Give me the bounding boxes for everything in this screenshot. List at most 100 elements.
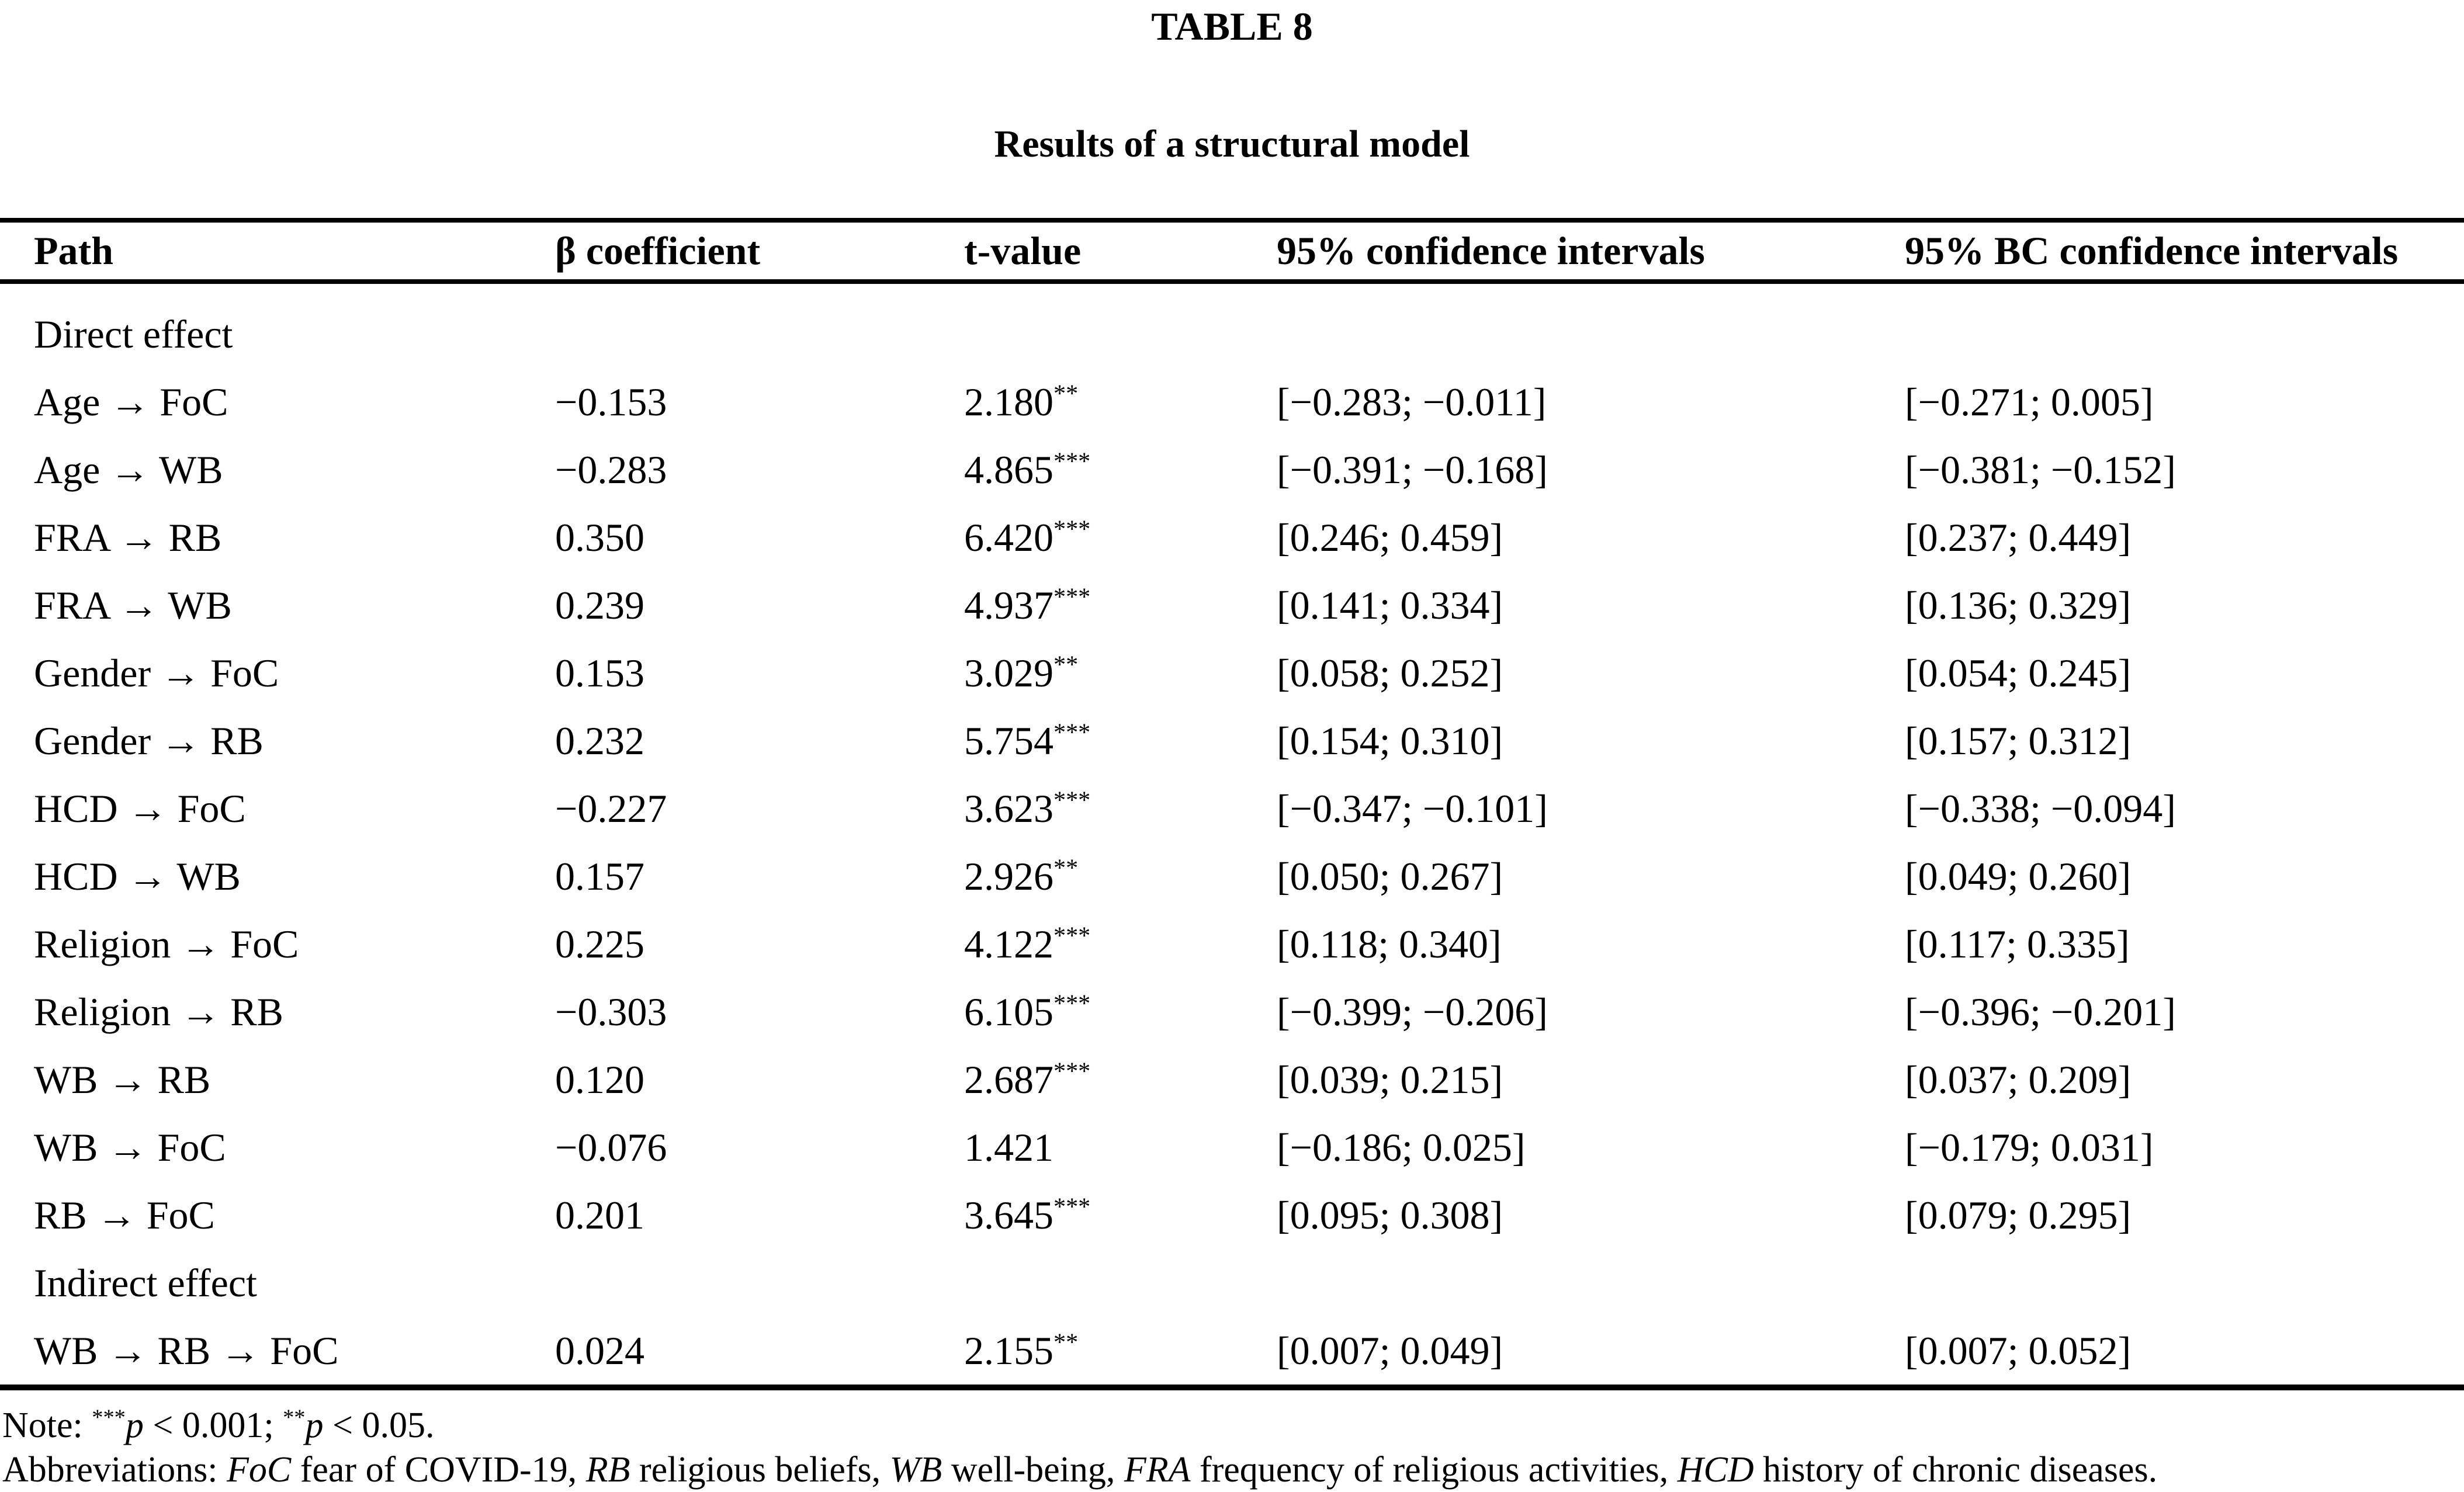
table-row: WB → RB → FoC 0.024 2.155** [0.007; 0.04… <box>0 1317 2464 1387</box>
significance-stars: *** <box>1053 515 1091 543</box>
cell-ci: [−0.283; −0.011] <box>1277 379 1547 424</box>
cell-ci: [0.095; 0.308] <box>1277 1192 1503 1237</box>
cell-tvalue <box>964 300 1277 368</box>
cell-ci: [0.141; 0.334] <box>1277 582 1503 627</box>
cell-ci: [0.154; 0.310] <box>1277 718 1503 763</box>
cell-tvalue: 2.926** <box>964 842 1277 910</box>
cell-ci: [0.007; 0.049] <box>1277 1328 1503 1373</box>
section-row-indirect-effect: Indirect effect <box>0 1249 2464 1317</box>
table-row: FRA → WB 0.239 4.937*** [0.141; 0.334] [… <box>0 571 2464 639</box>
t-value: 3.623 <box>964 786 1053 831</box>
cell-beta: 0.239 <box>555 582 644 627</box>
col-header-ci: 95% confidence intervals <box>1277 220 1905 284</box>
cell-ci: [−0.391; −0.168] <box>1277 447 1548 492</box>
t-value: 5.754 <box>964 718 1053 763</box>
note-threshold-2: < 0.05. <box>323 1406 435 1446</box>
t-value: 2.155 <box>964 1328 1053 1373</box>
col-header-path: Path <box>0 220 555 284</box>
table-row: HCD → FoC −0.227 3.623*** [−0.347; −0.10… <box>0 775 2464 842</box>
abbreviations-label: Abbreviations: <box>2 1450 227 1490</box>
cell-tvalue: 6.105*** <box>964 978 1277 1046</box>
note-p-italic: p <box>305 1406 324 1446</box>
cell-path: Direct effect <box>34 311 233 356</box>
cell-beta: 0.157 <box>555 853 644 898</box>
cell-bc-ci: [0.079; 0.295] <box>1905 1192 2132 1237</box>
col-header-tvalue: t-value <box>964 220 1277 284</box>
cell-ci: [−0.186; 0.025] <box>1277 1125 1526 1170</box>
cell-path: FRA → WB <box>34 582 232 627</box>
abbr-foc: FoC <box>227 1450 292 1490</box>
abbr-fra: FRA <box>1124 1450 1191 1490</box>
t-value: 6.105 <box>964 989 1053 1034</box>
table-row: WB → RB 0.120 2.687*** [0.039; 0.215] [0… <box>0 1046 2464 1113</box>
cell-bc-ci: [0.157; 0.312] <box>1905 718 2132 763</box>
cell-bc-ci: [0.037; 0.209] <box>1905 1057 2132 1102</box>
significance-stars: ** <box>1053 651 1079 679</box>
table-row: RB → FoC 0.201 3.645*** [0.095; 0.308] [… <box>0 1181 2464 1249</box>
t-value: 3.029 <box>964 650 1053 695</box>
cell-beta: 0.350 <box>555 515 644 560</box>
significance-stars: *** <box>1053 922 1091 950</box>
t-value: 6.420 <box>964 515 1053 560</box>
cell-tvalue <box>964 1249 1277 1317</box>
cell-tvalue: 1.421 <box>964 1113 1277 1181</box>
cell-beta: −0.227 <box>555 786 667 831</box>
cell-bc-ci: [−0.381; −0.152] <box>1905 447 2176 492</box>
cell-path: WB → RB <box>34 1057 211 1102</box>
cell-tvalue: 2.155** <box>964 1317 1277 1387</box>
table-row: Gender → FoC 0.153 3.029** [0.058; 0.252… <box>0 639 2464 707</box>
abbr-rb: RB <box>585 1450 630 1490</box>
section-row-direct-effect: Direct effect <box>0 300 2464 368</box>
cell-bc-ci <box>1905 300 2464 368</box>
cell-beta: −0.303 <box>555 989 667 1034</box>
table-row: Religion → RB −0.303 6.105*** [−0.399; −… <box>0 978 2464 1046</box>
cell-beta: −0.076 <box>555 1125 667 1170</box>
cell-tvalue: 2.180** <box>964 368 1277 436</box>
cell-tvalue: 3.645*** <box>964 1181 1277 1249</box>
cell-beta <box>555 300 964 368</box>
cell-bc-ci: [−0.179; 0.031] <box>1905 1125 2154 1170</box>
significance-stars: *** <box>1053 583 1091 611</box>
table-row: Age → FoC −0.153 2.180** [−0.283; −0.011… <box>0 368 2464 436</box>
cell-bc-ci: [0.117; 0.335] <box>1905 921 2130 966</box>
t-value: 4.937 <box>964 582 1053 627</box>
table-notes: Note: ***p < 0.001; **p < 0.05. Abbrevia… <box>2 1403 2464 1492</box>
cell-bc-ci: [0.007; 0.052] <box>1905 1328 2132 1373</box>
cell-path: WB → RB → FoC <box>34 1328 339 1373</box>
abbr-wb-desc: well-being, <box>942 1450 1124 1490</box>
t-value: 2.687 <box>964 1057 1053 1102</box>
table-row: WB → FoC −0.076 1.421 [−0.186; 0.025] [−… <box>0 1113 2464 1181</box>
cell-bc-ci: [0.237; 0.449] <box>1905 515 2132 560</box>
cell-path: Age → WB <box>34 447 223 492</box>
cell-path: Gender → RB <box>34 718 264 763</box>
cell-path: Gender → FoC <box>34 650 279 695</box>
cell-tvalue: 3.029** <box>964 639 1277 707</box>
cell-ci: [0.118; 0.340] <box>1277 921 1502 966</box>
cell-path: Age → FoC <box>34 379 228 424</box>
significance-stars: ** <box>1053 380 1079 408</box>
note-stars-3: *** <box>92 1405 126 1430</box>
cell-tvalue: 6.420*** <box>964 504 1277 571</box>
abbr-rb-desc: religious beliefs, <box>630 1450 890 1490</box>
abbreviations-line: Abbreviations: FoC fear of COVID-19, RB … <box>2 1448 2464 1492</box>
t-value: 4.122 <box>964 921 1053 966</box>
cell-bc-ci: [−0.271; 0.005] <box>1905 379 2154 424</box>
cell-path: Religion → FoC <box>34 921 299 966</box>
cell-beta: 0.024 <box>555 1328 644 1373</box>
significance-stars: ** <box>1053 854 1079 882</box>
table-number-title: TABLE 8 <box>1151 4 1313 48</box>
header-row: Path β coefficient t-value 95% confidenc… <box>0 220 2464 284</box>
significance-stars: ** <box>1053 1328 1079 1356</box>
cell-bc-ci <box>1905 1249 2464 1317</box>
cell-path: RB → FoC <box>34 1192 215 1237</box>
abbr-hcd: HCD <box>1677 1450 1754 1490</box>
abbr-foc-desc: fear of COVID-19, <box>291 1450 586 1490</box>
table-caption: Results of a structural model <box>994 122 1470 165</box>
t-value: 2.180 <box>964 379 1053 424</box>
cell-path: WB → FoC <box>34 1125 226 1170</box>
cell-ci: [0.246; 0.459] <box>1277 515 1503 560</box>
cell-bc-ci: [−0.396; −0.201] <box>1905 989 2176 1034</box>
page: TABLE 8 Results of a structural model Pa… <box>0 5 2464 1492</box>
abbr-fra-desc: frequency of religious activities, <box>1190 1450 1678 1490</box>
cell-bc-ci: [0.136; 0.329] <box>1905 582 2132 627</box>
